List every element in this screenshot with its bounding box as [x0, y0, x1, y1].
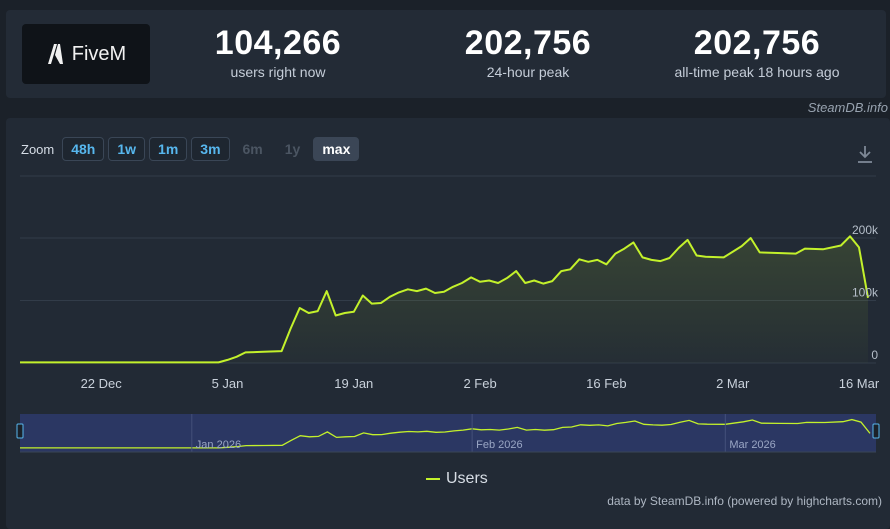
legend-label: Users	[446, 470, 488, 487]
navigator-label: Feb 2026	[476, 439, 522, 451]
y-axis: 0 100k 200k	[852, 223, 879, 362]
navigator-handle-left[interactable]	[16, 423, 24, 439]
legend-swatch	[426, 478, 440, 480]
footer-credit[interactable]: data by SteamDB.info (powered by highcha…	[607, 494, 882, 508]
x-axis: 22 Dec 5 Jan 19 Jan 2 Feb 16 Feb 2 Mar 16 Mar	[81, 376, 880, 391]
stat-current-value: 104,266	[214, 24, 342, 62]
navigator-selection[interactable]	[20, 414, 876, 452]
x-tick-label: 2 Feb	[463, 376, 496, 391]
stat-24h-value: 202,756	[464, 24, 592, 62]
x-tick-label: 22 Dec	[81, 376, 123, 391]
x-tick-label: 19 Jan	[334, 376, 373, 391]
x-tick-label: 5 Jan	[212, 376, 244, 391]
series-area	[20, 236, 868, 363]
navigator-label: Mar 2026	[729, 439, 775, 451]
stat-alltime-label: all-time peak 18 hours ago	[674, 64, 840, 80]
zoom-controls: Zoom 48h 1w 1m 3m 6m 1y max	[21, 137, 360, 161]
stat-current: 104,266 users right now	[184, 24, 372, 80]
stat-24h-label: 24-hour peak	[486, 64, 570, 80]
app-name: FiveM	[71, 42, 127, 65]
zoom-6m-button: 6m	[242, 141, 263, 157]
y-tick-label: 0	[871, 348, 878, 362]
zoom-label: Zoom	[21, 141, 55, 157]
legend-item-users[interactable]: Users	[426, 470, 488, 488]
stats-header: FiveM 104,266 users right now 202,756 24…	[6, 10, 886, 98]
x-tick-label: 2 Mar	[716, 376, 750, 391]
zoom-48h-button[interactable]: 48h	[62, 137, 105, 161]
navigator-series	[20, 418, 871, 449]
navigator-label: Jan 2026	[196, 439, 241, 451]
zoom-1m-button[interactable]: 1m	[149, 137, 188, 161]
x-tick-label: 16 Mar	[839, 376, 880, 391]
download-icon[interactable]	[856, 144, 874, 164]
app-logo[interactable]: FiveM	[22, 24, 150, 84]
fivem-logo-icon	[47, 44, 63, 64]
zoom-1y-button: 1y	[284, 141, 301, 157]
y-tick-label: 200k	[852, 223, 879, 237]
zoom-max-button[interactable]: max	[313, 137, 360, 161]
users-line[interactable]	[20, 235, 869, 364]
users-area	[20, 236, 868, 363]
navigator-handle-right[interactable]	[872, 423, 880, 439]
navigator[interactable]: Jan 2026 Feb 2026 Mar 2026	[16, 414, 880, 453]
stat-24h-peak: 202,756 24-hour peak	[428, 24, 628, 80]
zoom-1w-button[interactable]: 1w	[108, 137, 146, 161]
x-tick-label: 16 Feb	[586, 376, 626, 391]
chart-panel: Zoom 48h 1w 1m 3m 6m 1y max 0 100k 200k 22…	[6, 118, 890, 529]
zoom-3m-button[interactable]: 3m	[191, 137, 230, 161]
y-tick-label: 100k	[852, 286, 879, 300]
stat-current-label: users right now	[230, 64, 326, 80]
stat-alltime-peak: 202,756 all-time peak 18 hours ago	[652, 24, 862, 80]
series-line[interactable]	[20, 235, 869, 364]
users-chart: 0 100k 200k 22 Dec 5 Jan 19 Jan 2 Feb 16 Feb 2 …	[16, 175, 880, 453]
stat-alltime-value: 202,756	[693, 24, 821, 62]
steamdb-credit[interactable]: SteamDB.info	[807, 100, 888, 115]
